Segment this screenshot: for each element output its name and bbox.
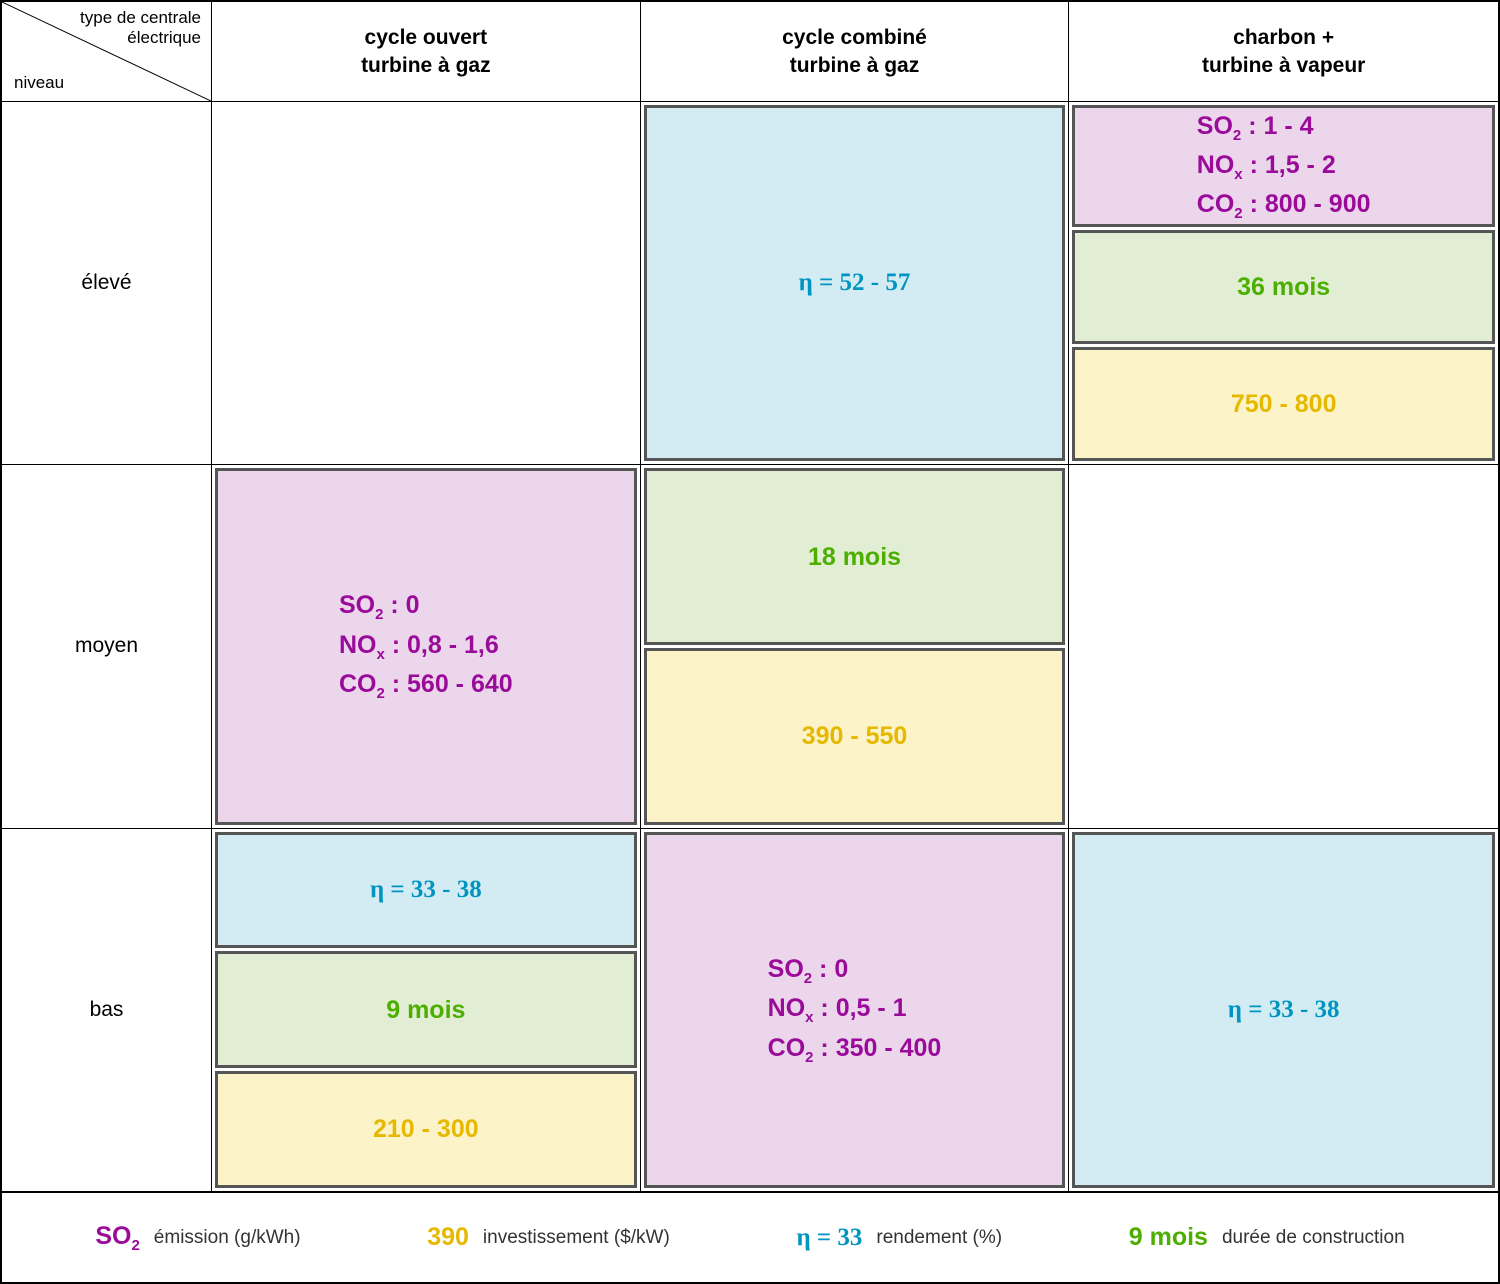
tile-invest: 210 - 300 [215, 1071, 637, 1188]
cell-moyen-col2: 18 mois 390 - 550 [641, 465, 1070, 828]
tile-eta: η = 52 - 57 [644, 105, 1066, 461]
cell-eleve-col2: η = 52 - 57 [641, 102, 1070, 465]
cell-eleve-col3: SO2 : 1 - 4 NOx : 1,5 - 2 CO2 : 800 - 90… [1069, 102, 1498, 465]
legend-invest: 390 investissement ($/kW) [427, 1223, 670, 1252]
legend-emission: SO2 émission (g/kWh) [95, 1222, 300, 1254]
cell-bas-col3: η = 33 - 38 [1069, 829, 1498, 1192]
col-header-2: cycle combiné turbine à gaz [641, 2, 1070, 102]
tile-eta: η = 33 - 38 [1072, 832, 1495, 1188]
legend-duration: 9 mois durée de construction [1129, 1223, 1405, 1252]
tile-eta: η = 33 - 38 [215, 832, 637, 949]
cell-moyen-col3 [1069, 465, 1498, 828]
tile-invest: 750 - 800 [1072, 347, 1495, 461]
cell-bas-col2: SO2 : 0 NOx : 0,5 - 1 CO2 : 350 - 400 [641, 829, 1070, 1192]
tile-duration: 18 mois [644, 468, 1066, 645]
tile-emissions: SO2 : 0 NOx : 0,5 - 1 CO2 : 350 - 400 [644, 832, 1066, 1188]
tile-duration: 9 mois [215, 951, 637, 1068]
tile-emissions: SO2 : 1 - 4 NOx : 1,5 - 2 CO2 : 800 - 90… [1072, 105, 1495, 227]
tile-duration: 36 mois [1072, 230, 1495, 344]
legend-eta: η = 33 rendement (%) [796, 1224, 1002, 1252]
cell-eleve-col1 [212, 102, 641, 465]
corner-bottom-label: niveau [14, 73, 64, 93]
row-label-moyen: moyen [2, 465, 212, 828]
eta-value: η = 52 - 57 [799, 264, 911, 302]
cell-bas-col1: η = 33 - 38 9 mois 210 - 300 [212, 829, 641, 1192]
legend: SO2 émission (g/kWh) 390 investissement … [2, 1192, 1498, 1282]
col-header-1: cycle ouvert turbine à gaz [212, 2, 641, 102]
grid: type de centrale électrique niveau cycle… [2, 2, 1498, 1192]
comparison-table: type de centrale électrique niveau cycle… [0, 0, 1500, 1284]
row-label-bas: bas [2, 829, 212, 1192]
tile-invest: 390 - 550 [644, 648, 1066, 825]
corner-cell: type de centrale électrique niveau [2, 2, 212, 102]
corner-top-label: type de centrale électrique [80, 8, 201, 49]
tile-emissions: SO2 : 0 NOx : 0,8 - 1,6 CO2 : 560 - 640 [215, 468, 637, 824]
cell-moyen-col1: SO2 : 0 NOx : 0,8 - 1,6 CO2 : 560 - 640 [212, 465, 641, 828]
col-header-3: charbon + turbine à vapeur [1069, 2, 1498, 102]
row-label-eleve: élevé [2, 102, 212, 465]
